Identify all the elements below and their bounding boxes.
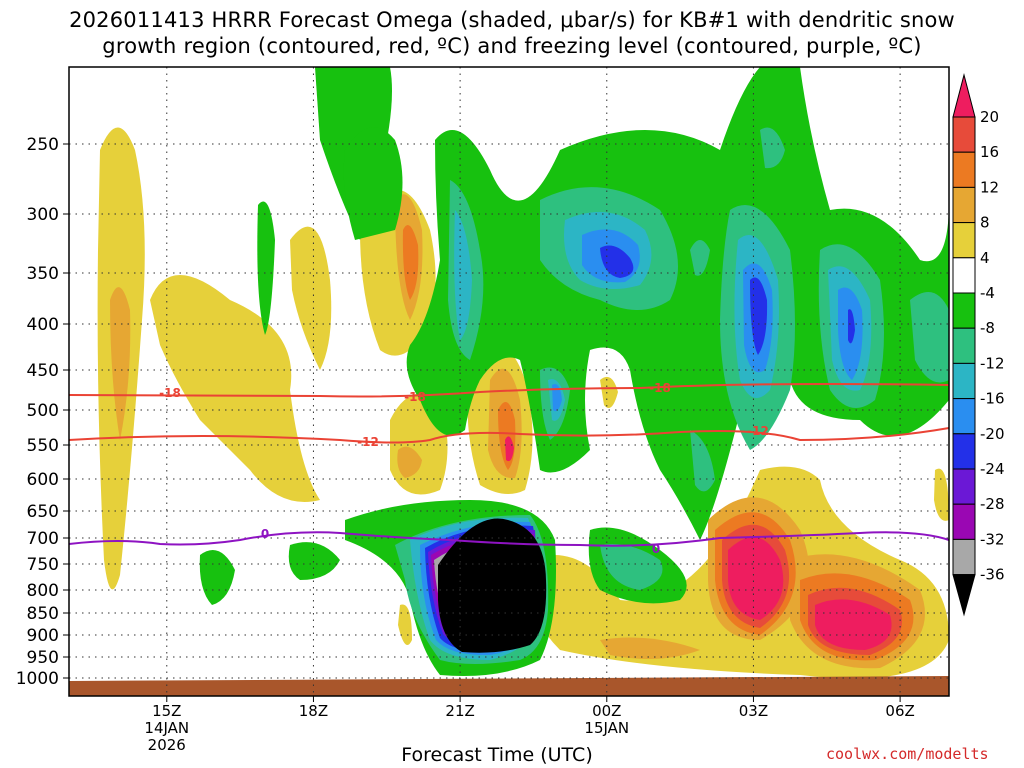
colorbar-label: -16	[980, 390, 1005, 408]
freezing-level-contour	[68, 531, 950, 547]
colorbar-swatch	[952, 292, 976, 329]
colorbar-swatch	[952, 151, 976, 188]
y-tick-label: 650	[27, 502, 59, 522]
dgz-label-lower-2: -12	[747, 424, 769, 438]
y-tick-label: 250	[27, 135, 59, 155]
colorbar-label: -28	[980, 495, 1005, 513]
colorbar-label: -36	[980, 566, 1005, 584]
colorbar-swatch	[952, 503, 976, 540]
grid-lines	[69, 67, 949, 696]
dgz-lower-contour	[68, 427, 950, 444]
y-tick-label: 850	[27, 604, 59, 624]
credit-text[interactable]: coolwx.com/modelts	[826, 745, 989, 763]
colorbar-label: 8	[980, 214, 990, 232]
y-tick-label: 750	[27, 555, 59, 575]
colorbar-label: 12	[980, 178, 999, 196]
y-tick-label: 300	[27, 205, 59, 225]
y-tick-label: 450	[27, 361, 59, 381]
omega-positive-20	[505, 436, 892, 650]
y-tick-label: 400	[27, 315, 59, 335]
colorbar-swatch	[952, 116, 976, 153]
colorbar-swatch	[952, 257, 976, 294]
colorbar-swatch	[952, 362, 976, 400]
y-tick-label: 1000	[16, 669, 59, 689]
dgz-label-upper-3: -18	[649, 381, 671, 395]
x-tick-label: 00Z	[592, 702, 621, 720]
freezing-label-2: 0	[652, 542, 660, 556]
colorbar-swatch	[952, 538, 976, 576]
y-tick-label: 950	[27, 648, 59, 668]
colorbar: 20 16 12 8 4 -4 -8 -12 -16 -20 -24 -28 -32 -36	[952, 73, 1005, 617]
colorbar-label: -8	[980, 319, 995, 337]
colorbar-label: 16	[980, 143, 999, 161]
y-axis: 2503003504004505005506006507007508008509…	[16, 135, 69, 689]
x-tick-sublabel: 14JAN	[144, 719, 189, 737]
y-tick-label: 800	[27, 581, 59, 601]
colorbar-swatch	[952, 327, 976, 364]
terrain-ground	[69, 676, 949, 696]
freezing-label-1: 0	[261, 527, 269, 541]
y-tick-label: 550	[27, 436, 59, 456]
x-tick-label: 06Z	[885, 702, 914, 720]
chart-title-line-1: 2026011413 HRRR Forecast Omega (shaded, …	[69, 8, 955, 32]
colorbar-label: 20	[980, 108, 999, 126]
colorbar-label: -32	[980, 530, 1005, 548]
colorbar-swatch	[952, 398, 976, 435]
colorbar-swatch	[952, 468, 976, 505]
x-tick-sublabel: 15JAN	[584, 719, 629, 737]
y-tick-label: 900	[27, 626, 59, 646]
x-axis-title: Forecast Time (UTC)	[401, 744, 593, 766]
colorbar-label: -12	[980, 354, 1005, 372]
colorbar-label: -24	[980, 460, 1005, 478]
x-tick-label: 21Z	[445, 702, 474, 720]
colorbar-swatch	[952, 186, 976, 224]
dgz-upper-contour	[68, 383, 950, 398]
colorbar-label: -20	[980, 425, 1005, 443]
y-tick-label: 700	[27, 529, 59, 549]
contours	[68, 383, 950, 547]
colorbar-bottom-arrow	[952, 574, 976, 617]
colorbar-label: 4	[980, 249, 990, 267]
plot-frame	[68, 66, 950, 697]
dgz-label-lower-1: -12	[357, 435, 379, 449]
chart-title-line-2: growth region (contoured, red, ºC) and f…	[102, 34, 922, 58]
omega-shading	[69, 67, 949, 696]
x-tick-label: 15Z	[152, 702, 181, 720]
omega-negative-36	[438, 518, 547, 653]
y-tick-label: 350	[27, 264, 59, 284]
colorbar-swatch	[952, 433, 976, 470]
x-tick-sublabel: 2026	[148, 736, 186, 754]
colorbar-swatch	[952, 222, 976, 259]
dgz-label-upper-2: -18	[404, 390, 426, 404]
dgz-label-upper-1: -18	[159, 386, 181, 400]
colorbar-top-arrow	[952, 73, 976, 118]
x-tick-label: 18Z	[299, 702, 328, 720]
y-tick-label: 500	[27, 401, 59, 421]
y-tick-label: 600	[27, 470, 59, 490]
colorbar-label: -4	[980, 284, 995, 302]
x-tick-label: 03Z	[739, 702, 768, 720]
